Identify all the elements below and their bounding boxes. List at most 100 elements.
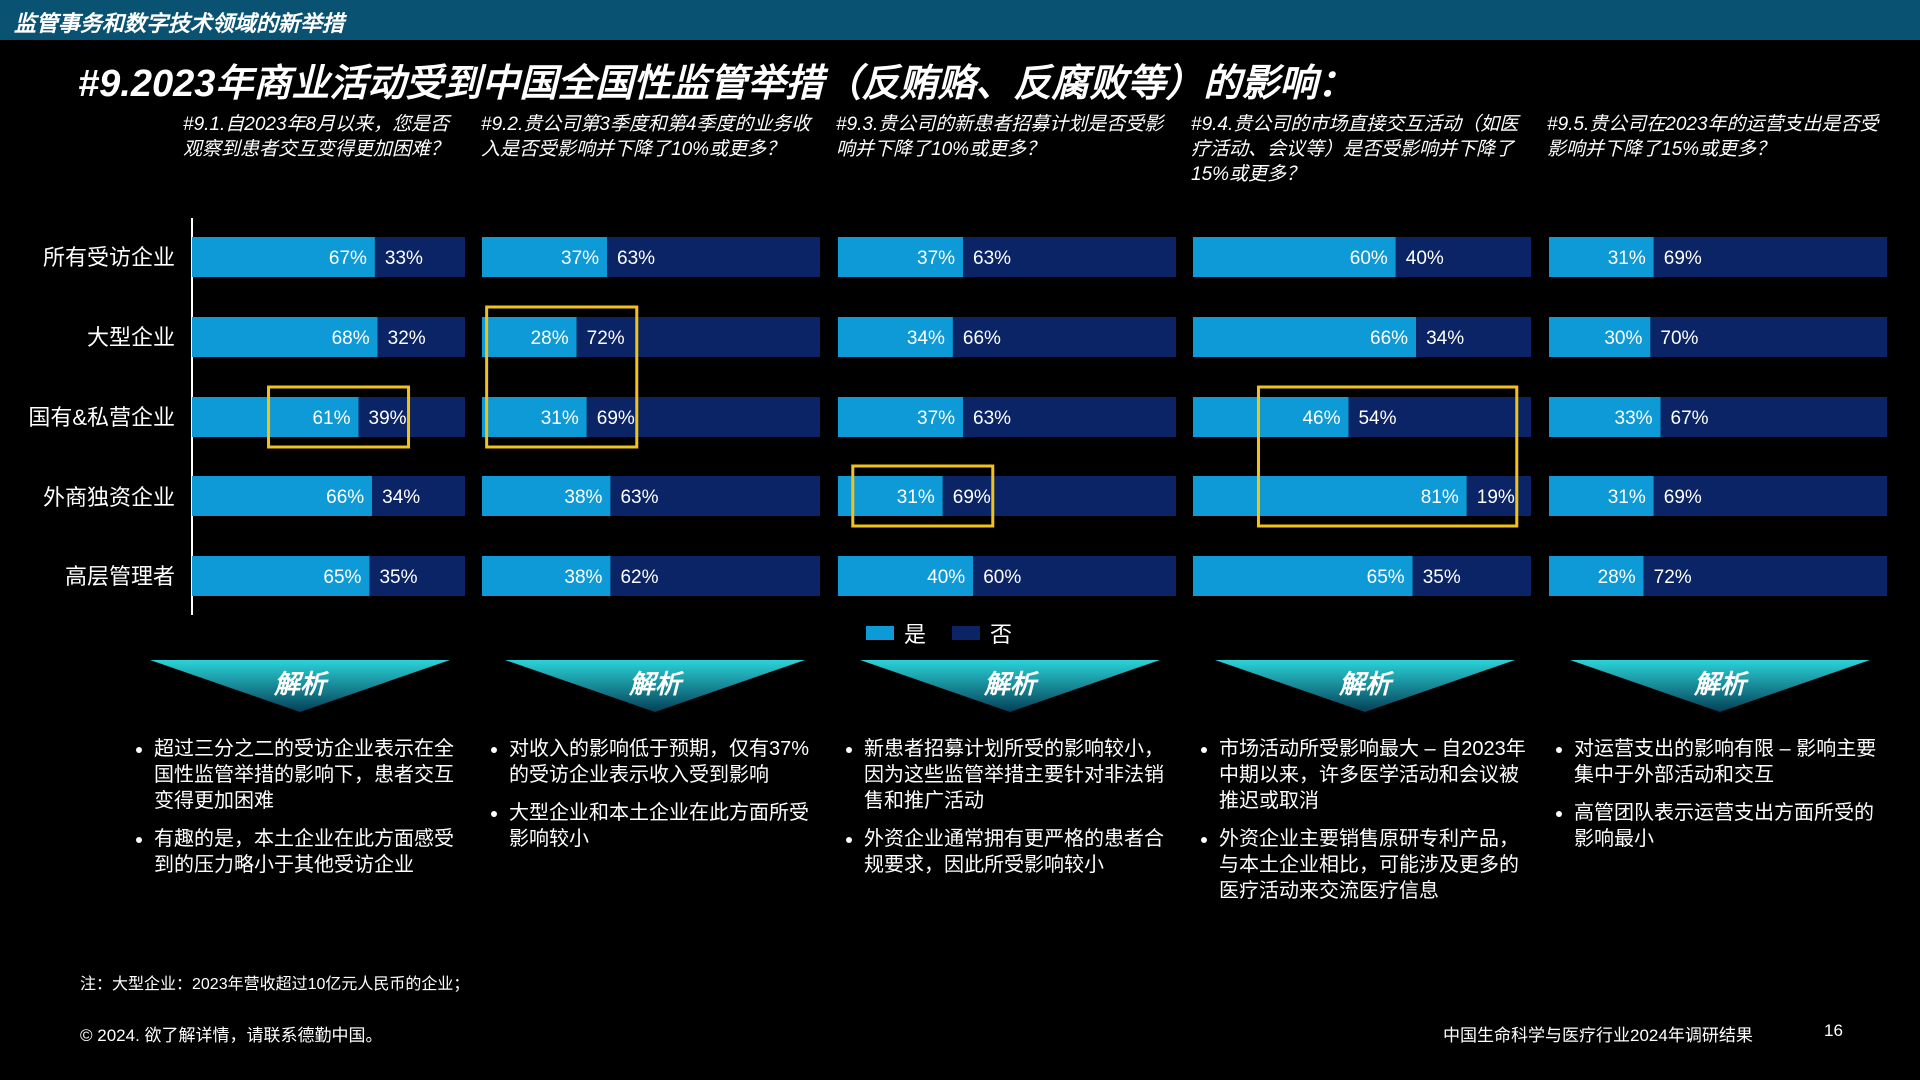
row-label-all: 所有受访企业 [42, 245, 175, 270]
bar-yes-p1-r5 [192, 556, 370, 596]
analysis-bullets-1: 超过三分之二的受访企业表示在全国性监管举措的影响下，患者交互变得更加困难有趣的是… [122, 736, 462, 890]
analysis-bullets-5: 对运营支出的影响有限 – 影响主要集中于外部活动和交互高管团队表示运营支出方面所… [1542, 736, 1882, 864]
bar-yes-p3-r2 [838, 317, 953, 357]
analysis-header-2: 解析 [505, 660, 805, 712]
label-yes-p3-r4: 31% [897, 487, 935, 508]
analysis-header-1: 解析 [150, 660, 450, 712]
label-yes-p5-r3: 33% [1615, 408, 1653, 429]
top-banner: 监管事务和数字技术领域的新举措 [0, 0, 1920, 40]
label-yes-p1-r2: 68% [332, 328, 370, 349]
label-no-p2-r5: 62% [620, 567, 658, 588]
bar-no-p2-r4 [610, 476, 820, 516]
bar-yes-p5-r4 [1549, 476, 1654, 516]
analysis-bullet: 外资企业通常拥有更严格的患者合规要求，因此所受影响较小 [864, 826, 1172, 878]
bar-yes-p5-r3 [1549, 397, 1661, 437]
panel-title-3: #9.3.贵公司的新患者招募计划是否受影响并下降了10%或更多？ [836, 114, 1164, 160]
highlight-box-p3 [851, 464, 995, 528]
bar-no-p1-r3 [358, 397, 465, 437]
label-no-p3-r5: 60% [983, 567, 1021, 588]
stacked-bar-chart: 67% 33% 68% 32% 61% 39% 66% 34% 65% 35% 37% 63% 28% 7… [192, 237, 1887, 596]
label-yes-p4-r1: 60% [1350, 248, 1388, 269]
analysis-bullet: 高管团队表示运营支出方面所受的影响最小 [1574, 800, 1882, 852]
bar-yes-p1-r3 [192, 397, 359, 437]
bar-no-p3-r3 [963, 397, 1176, 437]
label-no-p3-r1: 63% [973, 248, 1011, 269]
label-no-p5-r1: 69% [1664, 248, 1702, 269]
analysis-bullet: 市场活动所受影响最大 – 自2023年中期以来，许多医学活动和会议被推迟或取消 [1219, 736, 1527, 814]
label-no-p5-r3: 67% [1671, 408, 1709, 429]
bar-yes-p5-r1 [1549, 237, 1654, 277]
bar-yes-p4-r3 [1193, 397, 1349, 437]
row-label-large: 大型企业 [86, 325, 175, 350]
panel-title-5: #9.5.贵公司在2023年的运营支出是否受影响并下降了15%或更多？ [1547, 114, 1879, 160]
bar-no-p5-r5 [1643, 556, 1887, 596]
highlight-box-p4 [1256, 385, 1519, 528]
bar-yes-p2-r3 [482, 397, 587, 437]
footnote: 注：大型企业：2023年营收超过10亿元人民币的企业； [80, 976, 470, 993]
bar-no-p2-r2 [576, 317, 820, 357]
analysis-label-3: 解析 [983, 669, 1036, 699]
label-no-p1-r1: 33% [385, 248, 423, 269]
label-yes-p2-r2: 28% [531, 328, 569, 349]
label-no-p3-r2: 66% [963, 328, 1001, 349]
bar-yes-p2-r5 [482, 556, 611, 596]
label-yes-p2-r4: 38% [564, 487, 602, 508]
analysis-label-5: 解析 [1693, 669, 1746, 699]
page-title: #9.2023年商业活动受到中国全国性监管举措（反贿赂、反腐败等）的影响： [78, 63, 1356, 105]
label-yes-p5-r5: 28% [1598, 567, 1636, 588]
label-yes-p2-r3: 31% [541, 408, 579, 429]
label-no-p5-r2: 70% [1660, 328, 1698, 349]
footer-title: 中国生命科学与医疗行业2024年调研结果 [1443, 1026, 1753, 1045]
row-label-executives: 高层管理者 [64, 564, 175, 589]
label-no-p4-r5: 35% [1423, 567, 1461, 588]
bar-no-p5-r1 [1653, 237, 1887, 277]
analysis-bullet: 新患者招募计划所受的影响较小，因为这些监管举措主要针对非法销售和推广活动 [864, 736, 1172, 814]
bar-no-p1-r2 [377, 317, 465, 357]
legend-label-no: 否 [990, 622, 1013, 647]
legend-item-yes: 是 [866, 617, 926, 649]
bar-no-p3-r5 [973, 556, 1176, 596]
panel-title-2: #9.2.贵公司第3季度和第4季度的业务收入是否受影响并下降了10%或更多？ [481, 114, 811, 160]
label-yes-p1-r3: 61% [312, 408, 350, 429]
bar-yes-p2-r1 [482, 237, 608, 277]
bar-no-p4-r3 [1348, 397, 1531, 437]
bar-yes-p5-r2 [1549, 317, 1651, 357]
analysis-label-4: 解析 [1338, 669, 1391, 699]
bar-yes-p4-r5 [1193, 556, 1413, 596]
analysis-header-3: 解析 [860, 660, 1160, 712]
bar-no-p4-r2 [1416, 317, 1531, 357]
legend-swatch-yes [866, 626, 894, 640]
legend: 是 否 [866, 617, 1038, 649]
label-yes-p4-r2: 66% [1370, 328, 1408, 349]
label-yes-p1-r4: 66% [326, 487, 364, 508]
label-no-p3-r4: 69% [953, 487, 991, 508]
bar-no-p2-r1 [607, 237, 820, 277]
bar-no-p4-r4 [1466, 476, 1531, 516]
panel-title-4: #9.4.贵公司的市场直接交互活动（如医疗活动、会议等）是否受影响并下降了15%… [1191, 114, 1519, 185]
bar-no-p3-r2 [952, 317, 1176, 357]
label-no-p2-r1: 63% [617, 248, 655, 269]
legend-label-yes: 是 [904, 622, 927, 647]
row-label-foreign: 外商独资企业 [42, 485, 175, 510]
analysis-bullet: 有趣的是，本土企业在此方面感受到的压力略小于其他受访企业 [154, 826, 462, 878]
bar-yes-p1-r2 [192, 317, 378, 357]
legend-item-no: 否 [952, 617, 1012, 649]
analysis-bullets-4: 市场活动所受影响最大 – 自2023年中期以来，许多医学活动和会议被推迟或取消外… [1187, 736, 1527, 916]
bar-yes-p3-r5 [838, 556, 974, 596]
bar-no-p2-r3 [586, 397, 820, 437]
analysis-label-2: 解析 [628, 669, 681, 699]
bar-no-p5-r3 [1660, 397, 1887, 437]
label-no-p2-r4: 63% [620, 487, 658, 508]
bar-no-p4-r5 [1412, 556, 1531, 596]
row-label-domestic: 国有&私营企业 [28, 405, 175, 430]
label-yes-p2-r1: 37% [561, 248, 599, 269]
analysis-chevron-5 [1570, 660, 1870, 712]
bar-no-p5-r2 [1650, 317, 1887, 357]
analysis-bullet: 外资企业主要销售原研专利产品，与本土企业相比，可能涉及更多的医疗活动来交流医疗信… [1219, 826, 1527, 904]
label-yes-p5-r2: 30% [1604, 328, 1642, 349]
label-yes-p5-r1: 31% [1608, 248, 1646, 269]
section-label: 监管事务和数字技术领域的新举措 [14, 11, 345, 36]
bar-no-p3-r1 [963, 237, 1176, 277]
bar-no-p1-r1 [374, 237, 465, 277]
label-yes-p3-r3: 37% [917, 408, 955, 429]
